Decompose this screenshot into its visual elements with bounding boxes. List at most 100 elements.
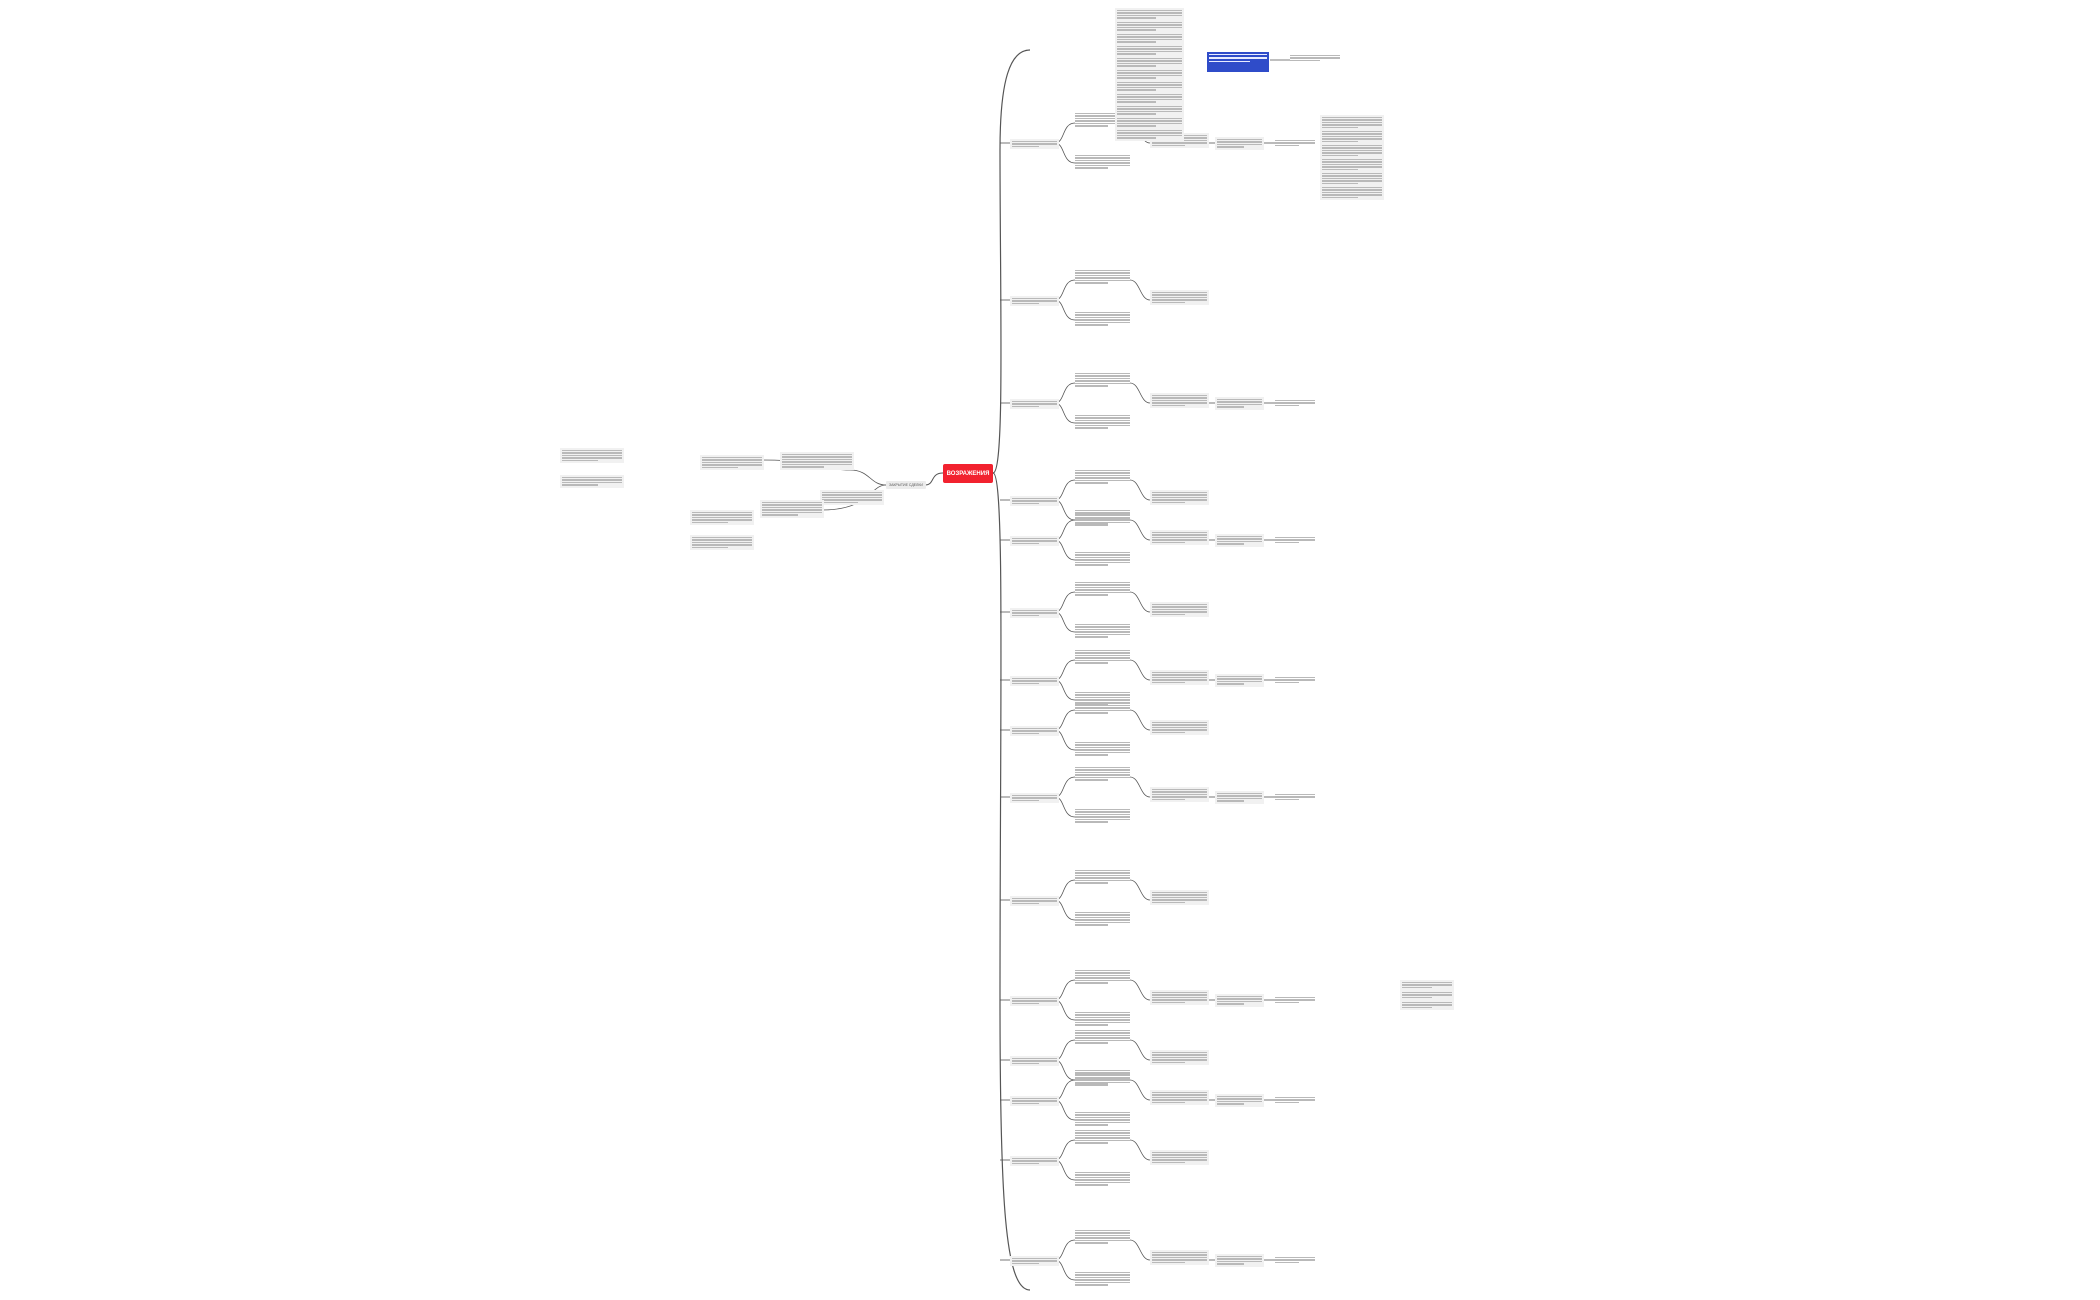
mindmap-node[interactable] bbox=[1075, 870, 1130, 884]
mindmap-node[interactable] bbox=[1075, 552, 1130, 566]
mindmap-node[interactable] bbox=[1400, 1000, 1454, 1011]
mindmap-node[interactable] bbox=[1010, 996, 1059, 1007]
mindmap-node[interactable] bbox=[1150, 670, 1209, 686]
mindmap-node[interactable] bbox=[1150, 393, 1209, 409]
mindmap-node[interactable] bbox=[1075, 270, 1130, 284]
mindmap-node[interactable] bbox=[1010, 296, 1059, 307]
mindmap-node[interactable] bbox=[1275, 794, 1315, 801]
highlighted-node[interactable] bbox=[1207, 52, 1269, 72]
mindmap-node[interactable] bbox=[1075, 809, 1130, 823]
mindmap-node[interactable] bbox=[1075, 742, 1130, 756]
mindmap-node[interactable] bbox=[1075, 1130, 1130, 1144]
mindmap-node[interactable] bbox=[1075, 767, 1130, 781]
mindmap-node[interactable] bbox=[1320, 143, 1384, 159]
mindmap-node[interactable] bbox=[780, 452, 854, 470]
mindmap-node[interactable] bbox=[1075, 1272, 1130, 1286]
mindmap-node[interactable] bbox=[1215, 674, 1264, 687]
mindmap-node[interactable] bbox=[1150, 1250, 1209, 1266]
mindmap-node[interactable] bbox=[1075, 415, 1130, 429]
mindmap-node[interactable] bbox=[1150, 530, 1209, 546]
mindmap-node[interactable] bbox=[1075, 155, 1130, 169]
mindmap-node[interactable] bbox=[1275, 537, 1315, 544]
mindmap-node[interactable] bbox=[1115, 92, 1184, 105]
mindmap-node[interactable] bbox=[1215, 1254, 1264, 1267]
mindmap-node[interactable] bbox=[1275, 1097, 1315, 1104]
mindmap-node[interactable] bbox=[1010, 676, 1059, 687]
mindmap-node[interactable] bbox=[1010, 896, 1059, 907]
mindmap-node[interactable] bbox=[700, 455, 764, 471]
mindmap-node[interactable] bbox=[1075, 1030, 1130, 1044]
mindmap-node[interactable] bbox=[1075, 1070, 1130, 1084]
mindmap-node[interactable] bbox=[1075, 624, 1130, 638]
mindmap-node[interactable] bbox=[1010, 726, 1059, 737]
mindmap-node[interactable] bbox=[1010, 139, 1059, 150]
mindmap-node[interactable] bbox=[1320, 185, 1384, 201]
mindmap-node[interactable] bbox=[1150, 787, 1209, 803]
mindmap-node[interactable] bbox=[1010, 1096, 1059, 1107]
mindmap-node[interactable] bbox=[1115, 8, 1184, 21]
mindmap-node[interactable] bbox=[1010, 399, 1059, 410]
mindmap-node[interactable] bbox=[1215, 137, 1264, 150]
mindmap-node[interactable] bbox=[1150, 602, 1209, 618]
mindmap-node[interactable] bbox=[1075, 470, 1130, 484]
mindmap-node[interactable] bbox=[1320, 115, 1384, 131]
mindmap-node[interactable] bbox=[1075, 912, 1130, 926]
mindmap-node[interactable] bbox=[1275, 400, 1315, 407]
mindmap-node[interactable] bbox=[1010, 1156, 1059, 1167]
mindmap-node[interactable] bbox=[1275, 997, 1315, 1004]
branch-closing-deal[interactable]: ЗАКРЫТИЕ СДЕЛКИ bbox=[886, 481, 926, 489]
mindmap-node[interactable] bbox=[1115, 32, 1184, 45]
mindmap-node[interactable] bbox=[1215, 791, 1264, 804]
mindmap-node[interactable] bbox=[1010, 536, 1059, 547]
mindmap-node[interactable] bbox=[560, 448, 624, 464]
mindmap-node[interactable] bbox=[1275, 677, 1315, 684]
mindmap-node[interactable] bbox=[1150, 490, 1209, 506]
mindmap-node[interactable] bbox=[1150, 720, 1209, 736]
mindmap-node[interactable] bbox=[1075, 1230, 1130, 1244]
mindmap-node[interactable] bbox=[1150, 990, 1209, 1006]
mindmap-node[interactable] bbox=[1400, 990, 1454, 1001]
mindmap-node[interactable] bbox=[690, 510, 754, 526]
mindmap-node[interactable] bbox=[1075, 1012, 1130, 1026]
mindmap-node[interactable] bbox=[1075, 700, 1130, 714]
mindmap-node[interactable] bbox=[1400, 980, 1454, 991]
root-node[interactable]: ВОЗРАЖЕНИЯ bbox=[943, 464, 993, 483]
mindmap-node[interactable] bbox=[1075, 1112, 1130, 1126]
mindmap-node[interactable] bbox=[1115, 104, 1184, 117]
mindmap-node[interactable] bbox=[1115, 128, 1184, 141]
mindmap-node[interactable] bbox=[1320, 157, 1384, 173]
mindmap-node[interactable] bbox=[820, 490, 884, 506]
mindmap-node[interactable] bbox=[1010, 1256, 1059, 1267]
mindmap-node[interactable] bbox=[1010, 496, 1059, 507]
mindmap-node[interactable] bbox=[1010, 793, 1059, 804]
mindmap-node[interactable] bbox=[1075, 650, 1130, 664]
mindmap-node[interactable] bbox=[1115, 44, 1184, 57]
mindmap-node[interactable] bbox=[1320, 129, 1384, 145]
mindmap-node[interactable] bbox=[1115, 56, 1184, 69]
mindmap-node[interactable] bbox=[1290, 55, 1340, 62]
mindmap-node[interactable] bbox=[1075, 970, 1130, 984]
mindmap-node[interactable] bbox=[1150, 1150, 1209, 1166]
mindmap-node[interactable] bbox=[1075, 582, 1130, 596]
mindmap-node[interactable] bbox=[1275, 1257, 1315, 1264]
mindmap-node[interactable] bbox=[1010, 608, 1059, 619]
mindmap-node[interactable] bbox=[1215, 994, 1264, 1007]
mindmap-node[interactable] bbox=[1075, 312, 1130, 326]
mindmap-node[interactable] bbox=[1150, 1090, 1209, 1106]
mindmap-node[interactable] bbox=[1150, 890, 1209, 906]
mindmap-node[interactable] bbox=[1115, 80, 1184, 93]
mindmap-node[interactable] bbox=[1115, 20, 1184, 33]
mindmap-node[interactable] bbox=[1215, 1094, 1264, 1107]
mindmap-node[interactable] bbox=[1275, 140, 1315, 147]
mindmap-node[interactable] bbox=[1150, 1050, 1209, 1066]
mindmap-node[interactable] bbox=[1075, 1172, 1130, 1186]
mindmap-node[interactable] bbox=[1075, 113, 1130, 127]
mindmap-node[interactable] bbox=[690, 535, 754, 551]
mindmap-node[interactable] bbox=[1010, 1056, 1059, 1067]
mindmap-node[interactable] bbox=[1115, 68, 1184, 81]
mindmap-node[interactable] bbox=[1215, 397, 1264, 410]
mindmap-node[interactable] bbox=[1075, 510, 1130, 524]
mindmap-node[interactable] bbox=[760, 500, 824, 518]
mindmap-node[interactable] bbox=[1150, 290, 1209, 306]
mindmap-node[interactable] bbox=[1115, 116, 1184, 129]
